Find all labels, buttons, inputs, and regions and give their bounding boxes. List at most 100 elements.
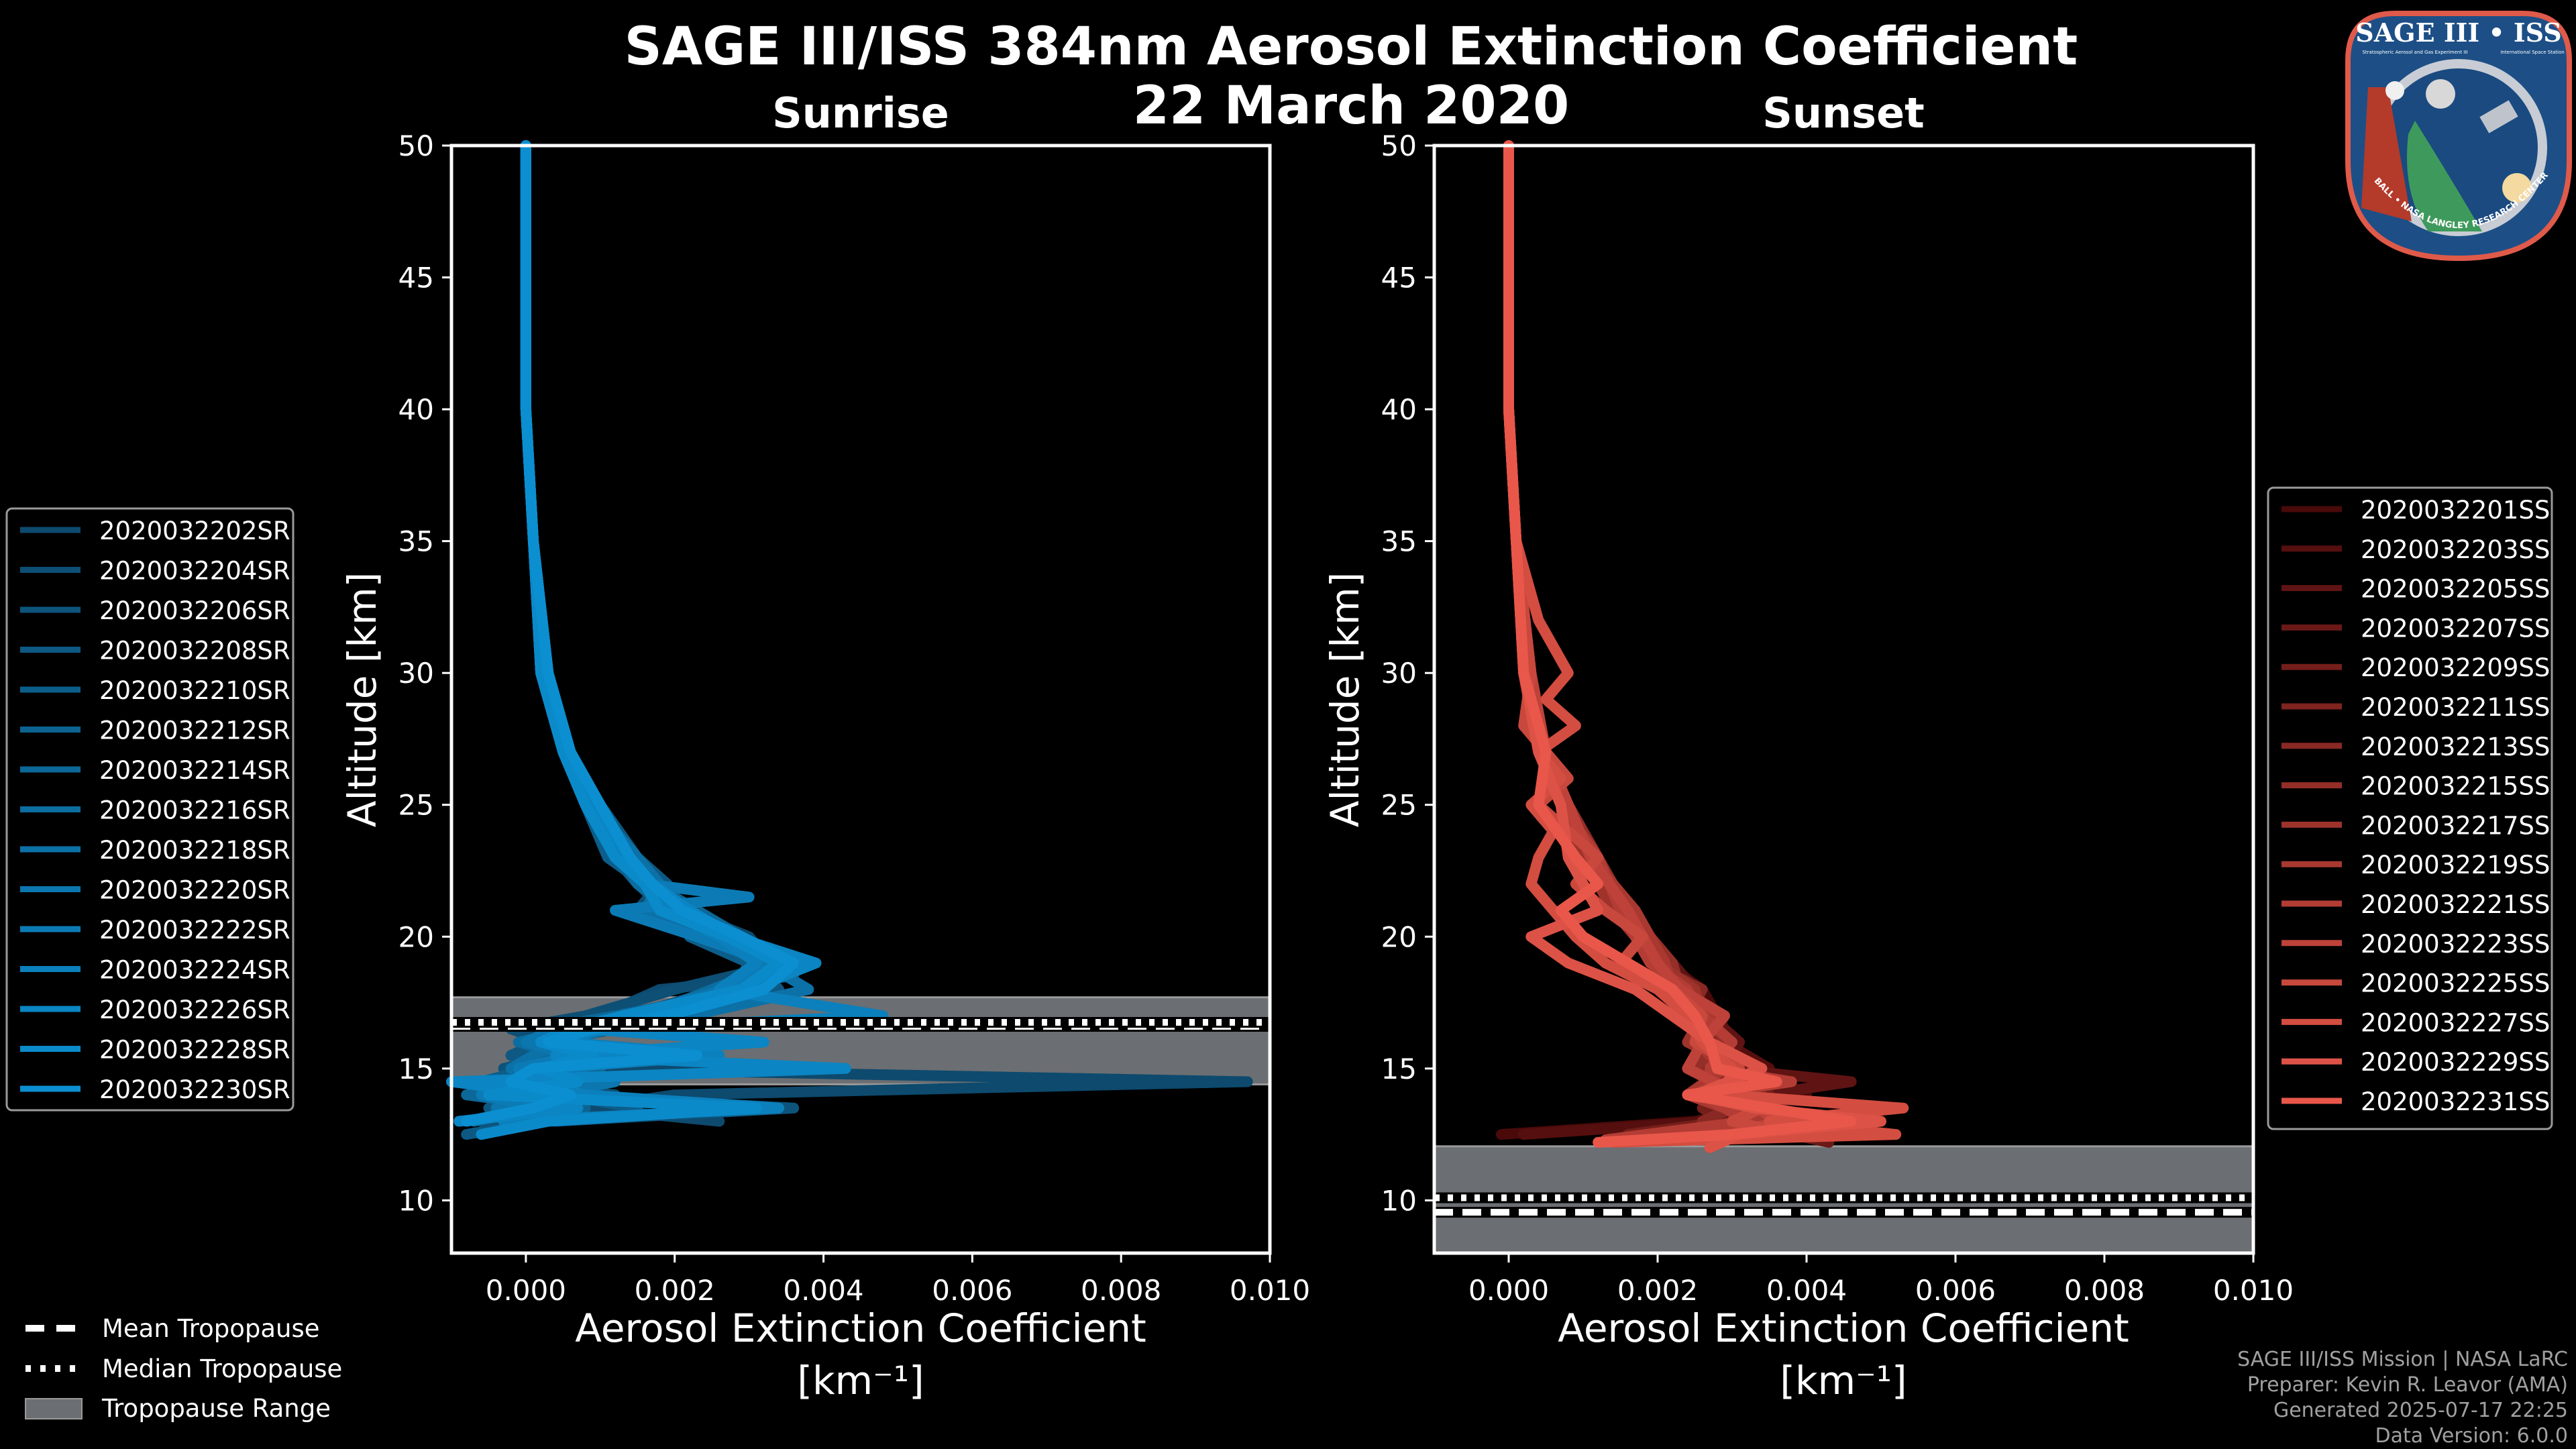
sunset-legend-label: 2020032205SS — [2361, 575, 2550, 604]
sunrise-y-tick-label: 35 — [398, 525, 434, 558]
sunrise-legend-item: 2020032230SR — [20, 1075, 290, 1104]
logo-iss-icon — [2479, 100, 2518, 133]
sunrise-legend-item: 2020032218SR — [20, 836, 290, 865]
sunset-profile-2020032227SS — [1503, 140, 1909, 1148]
sunrise-legend: 2020032202SR 2020032204SR 2020032206SR 2020… — [5, 507, 294, 1112]
sunrise-x-tick-label: 0.002 — [635, 1274, 715, 1307]
sunset-legend-item: 2020032201SS — [2282, 496, 2550, 525]
sunset-y-tick-label: 50 — [1381, 129, 1417, 162]
logo-subtitle-right: International Space Station — [2500, 50, 2564, 55]
sunrise-legend-label: 2020032206SR — [99, 596, 290, 625]
sunrise-profiles — [446, 140, 1253, 1140]
median-tropopause-label: Median Tropopause — [102, 1354, 342, 1383]
sunset-profiles — [1495, 140, 1909, 1153]
sunset-legend-label: 2020032209SS — [2361, 653, 2550, 682]
sunset-panel-title: Sunset — [1762, 89, 1925, 138]
sunrise-legend-label: 2020032220SR — [99, 876, 290, 905]
sunrise-legend-frame — [5, 507, 294, 1112]
sunset-legend-item: 2020032205SS — [2282, 575, 2550, 604]
sunrise-legend-label: 2020032226SR — [99, 996, 290, 1024]
sunset-y-tick-label: 20 — [1381, 920, 1417, 953]
sunset-legend-label: 2020032215SS — [2361, 772, 2550, 801]
sunset-legend-label: 2020032229SS — [2361, 1048, 2550, 1077]
sunrise-y-tick-label: 45 — [398, 262, 434, 294]
sunset-x-tick-label: 0.010 — [2213, 1274, 2294, 1307]
sunrise-legend-label: 2020032222SR — [99, 916, 290, 945]
sunrise-legend-item: 2020032208SR — [20, 637, 290, 665]
sunset-legend-item: 2020032219SS — [2282, 851, 2550, 879]
logo-earth-icon — [2407, 121, 2482, 231]
sunset-legend-item: 2020032215SS — [2282, 772, 2550, 801]
sunrise-y-ticks: 10 15 20 25 30 35 40 45 50 — [398, 129, 451, 1217]
sunrise-y-tick-label: 10 — [398, 1184, 434, 1217]
sunrise-y-tick-label: 25 — [398, 789, 434, 822]
footer-credits: SAGE III/ISS Mission | NASA LaRC Prepare… — [2237, 1348, 2568, 1448]
sunrise-y-axis-label: Altitude [km] — [339, 572, 385, 827]
logo-wizard-beard-icon — [2385, 81, 2404, 100]
sunrise-legend-item: 2020032202SR — [20, 517, 290, 545]
sunset-plot-area — [1434, 146, 2253, 1253]
sunset-legend-label: 2020032207SS — [2361, 614, 2550, 643]
sunset-legend-label: 2020032217SS — [2361, 811, 2550, 840]
footer-line-generated: Generated 2025-07-17 22:25 — [2273, 1399, 2568, 1422]
sunrise-legend-label: 2020032216SR — [99, 796, 290, 825]
sunset-legend-label: 2020032213SS — [2361, 733, 2550, 761]
tropopause-legend: Mean Tropopause Median Tropopause Tropop… — [25, 1314, 342, 1423]
sunrise-legend-label: 2020032212SR — [99, 716, 290, 745]
sunset-y-tick-label: 35 — [1381, 525, 1417, 558]
sunrise-y-tick-label: 50 — [398, 129, 434, 162]
sunset-x-tick-label: 0.000 — [1468, 1274, 1549, 1307]
sunset-x-tick-label: 0.008 — [2064, 1274, 2145, 1307]
sunrise-legend-label: 2020032202SR — [99, 517, 290, 545]
sunrise-legend-label: 2020032204SR — [99, 557, 290, 586]
sunset-y-ticks: 10 15 20 25 30 35 40 45 50 — [1381, 129, 1434, 1217]
sunrise-legend-label: 2020032214SR — [99, 756, 290, 785]
sunset-x-tick-label: 0.006 — [1915, 1274, 1996, 1307]
sunset-y-tick-label: 15 — [1381, 1053, 1417, 1085]
sunrise-legend-item: 2020032206SR — [20, 596, 290, 625]
sunrise-legend-label: 2020032208SR — [99, 637, 290, 665]
sunrise-legend-label: 2020032218SR — [99, 836, 290, 865]
sunrise-x-ticks: 0.000 0.002 0.004 0.006 0.008 0.010 — [486, 1253, 1310, 1307]
sunrise-y-tick-label: 30 — [398, 657, 434, 690]
sunrise-legend-label: 2020032224SR — [99, 956, 290, 985]
sunset-legend-item: 2020032231SS — [2282, 1087, 2550, 1116]
sunset-x-tick-label: 0.004 — [1766, 1274, 1847, 1307]
sunrise-legend-item: 2020032222SR — [20, 916, 290, 945]
sunset-x-axis-units: [km⁻¹] — [1780, 1358, 1907, 1403]
sunset-y-tick-label: 45 — [1381, 262, 1417, 294]
sunset-y-tick-label: 10 — [1381, 1184, 1417, 1217]
sunrise-legend-item: 2020032228SR — [20, 1036, 290, 1065]
figure-title: SAGE III/ISS 384nm Aerosol Extinction Co… — [625, 17, 2078, 77]
sunrise-legend-item: 2020032210SR — [20, 676, 290, 705]
sunset-y-tick-label: 25 — [1381, 789, 1417, 822]
sunset-legend-label: 2020032225SS — [2361, 969, 2550, 998]
footer-line-preparer: Preparer: Kevin R. Leavor (AMA) — [2247, 1373, 2568, 1397]
sunset-legend-label: 2020032223SS — [2361, 930, 2550, 959]
sunset-legend-item: 2020032207SS — [2282, 614, 2550, 643]
sunrise-y-tick-label: 20 — [398, 920, 434, 953]
sunset-legend-item: 2020032213SS — [2282, 733, 2550, 761]
logo-title: SAGE III • ISS — [2355, 17, 2561, 48]
sunset-legend-item: 2020032209SS — [2282, 653, 2550, 682]
sunrise-y-tick-label: 40 — [398, 393, 434, 426]
sunrise-x-axis-label: Aerosol Extinction Coefficient — [575, 1305, 1146, 1351]
sunset-x-tick-label: 0.002 — [1617, 1274, 1698, 1307]
sunset-legend-label: 2020032231SS — [2361, 1087, 2550, 1116]
logo-wizard-icon — [2361, 87, 2412, 221]
sunrise-axes-frame — [449, 144, 1272, 1255]
logo-subtitle-left: Stratospheric Aerosol and Gas Experiment… — [2362, 50, 2467, 55]
sunrise-legend-item: 2020032216SR — [20, 796, 290, 825]
sunrise-x-tick-label: 0.004 — [783, 1274, 863, 1307]
sunrise-x-tick-label: 0.000 — [486, 1274, 566, 1307]
sunset-legend-item: 2020032227SS — [2282, 1008, 2550, 1037]
sunrise-legend-item: 2020032220SR — [20, 876, 290, 905]
sunset-legend-item: 2020032223SS — [2282, 930, 2550, 959]
logo-sun-icon — [2502, 173, 2532, 203]
sunset-tropopause-lines — [1434, 1192, 2253, 1218]
sunrise-legend-item: 2020032224SR — [20, 956, 290, 985]
sunset-y-axis-label: Altitude [km] — [1322, 572, 1368, 827]
